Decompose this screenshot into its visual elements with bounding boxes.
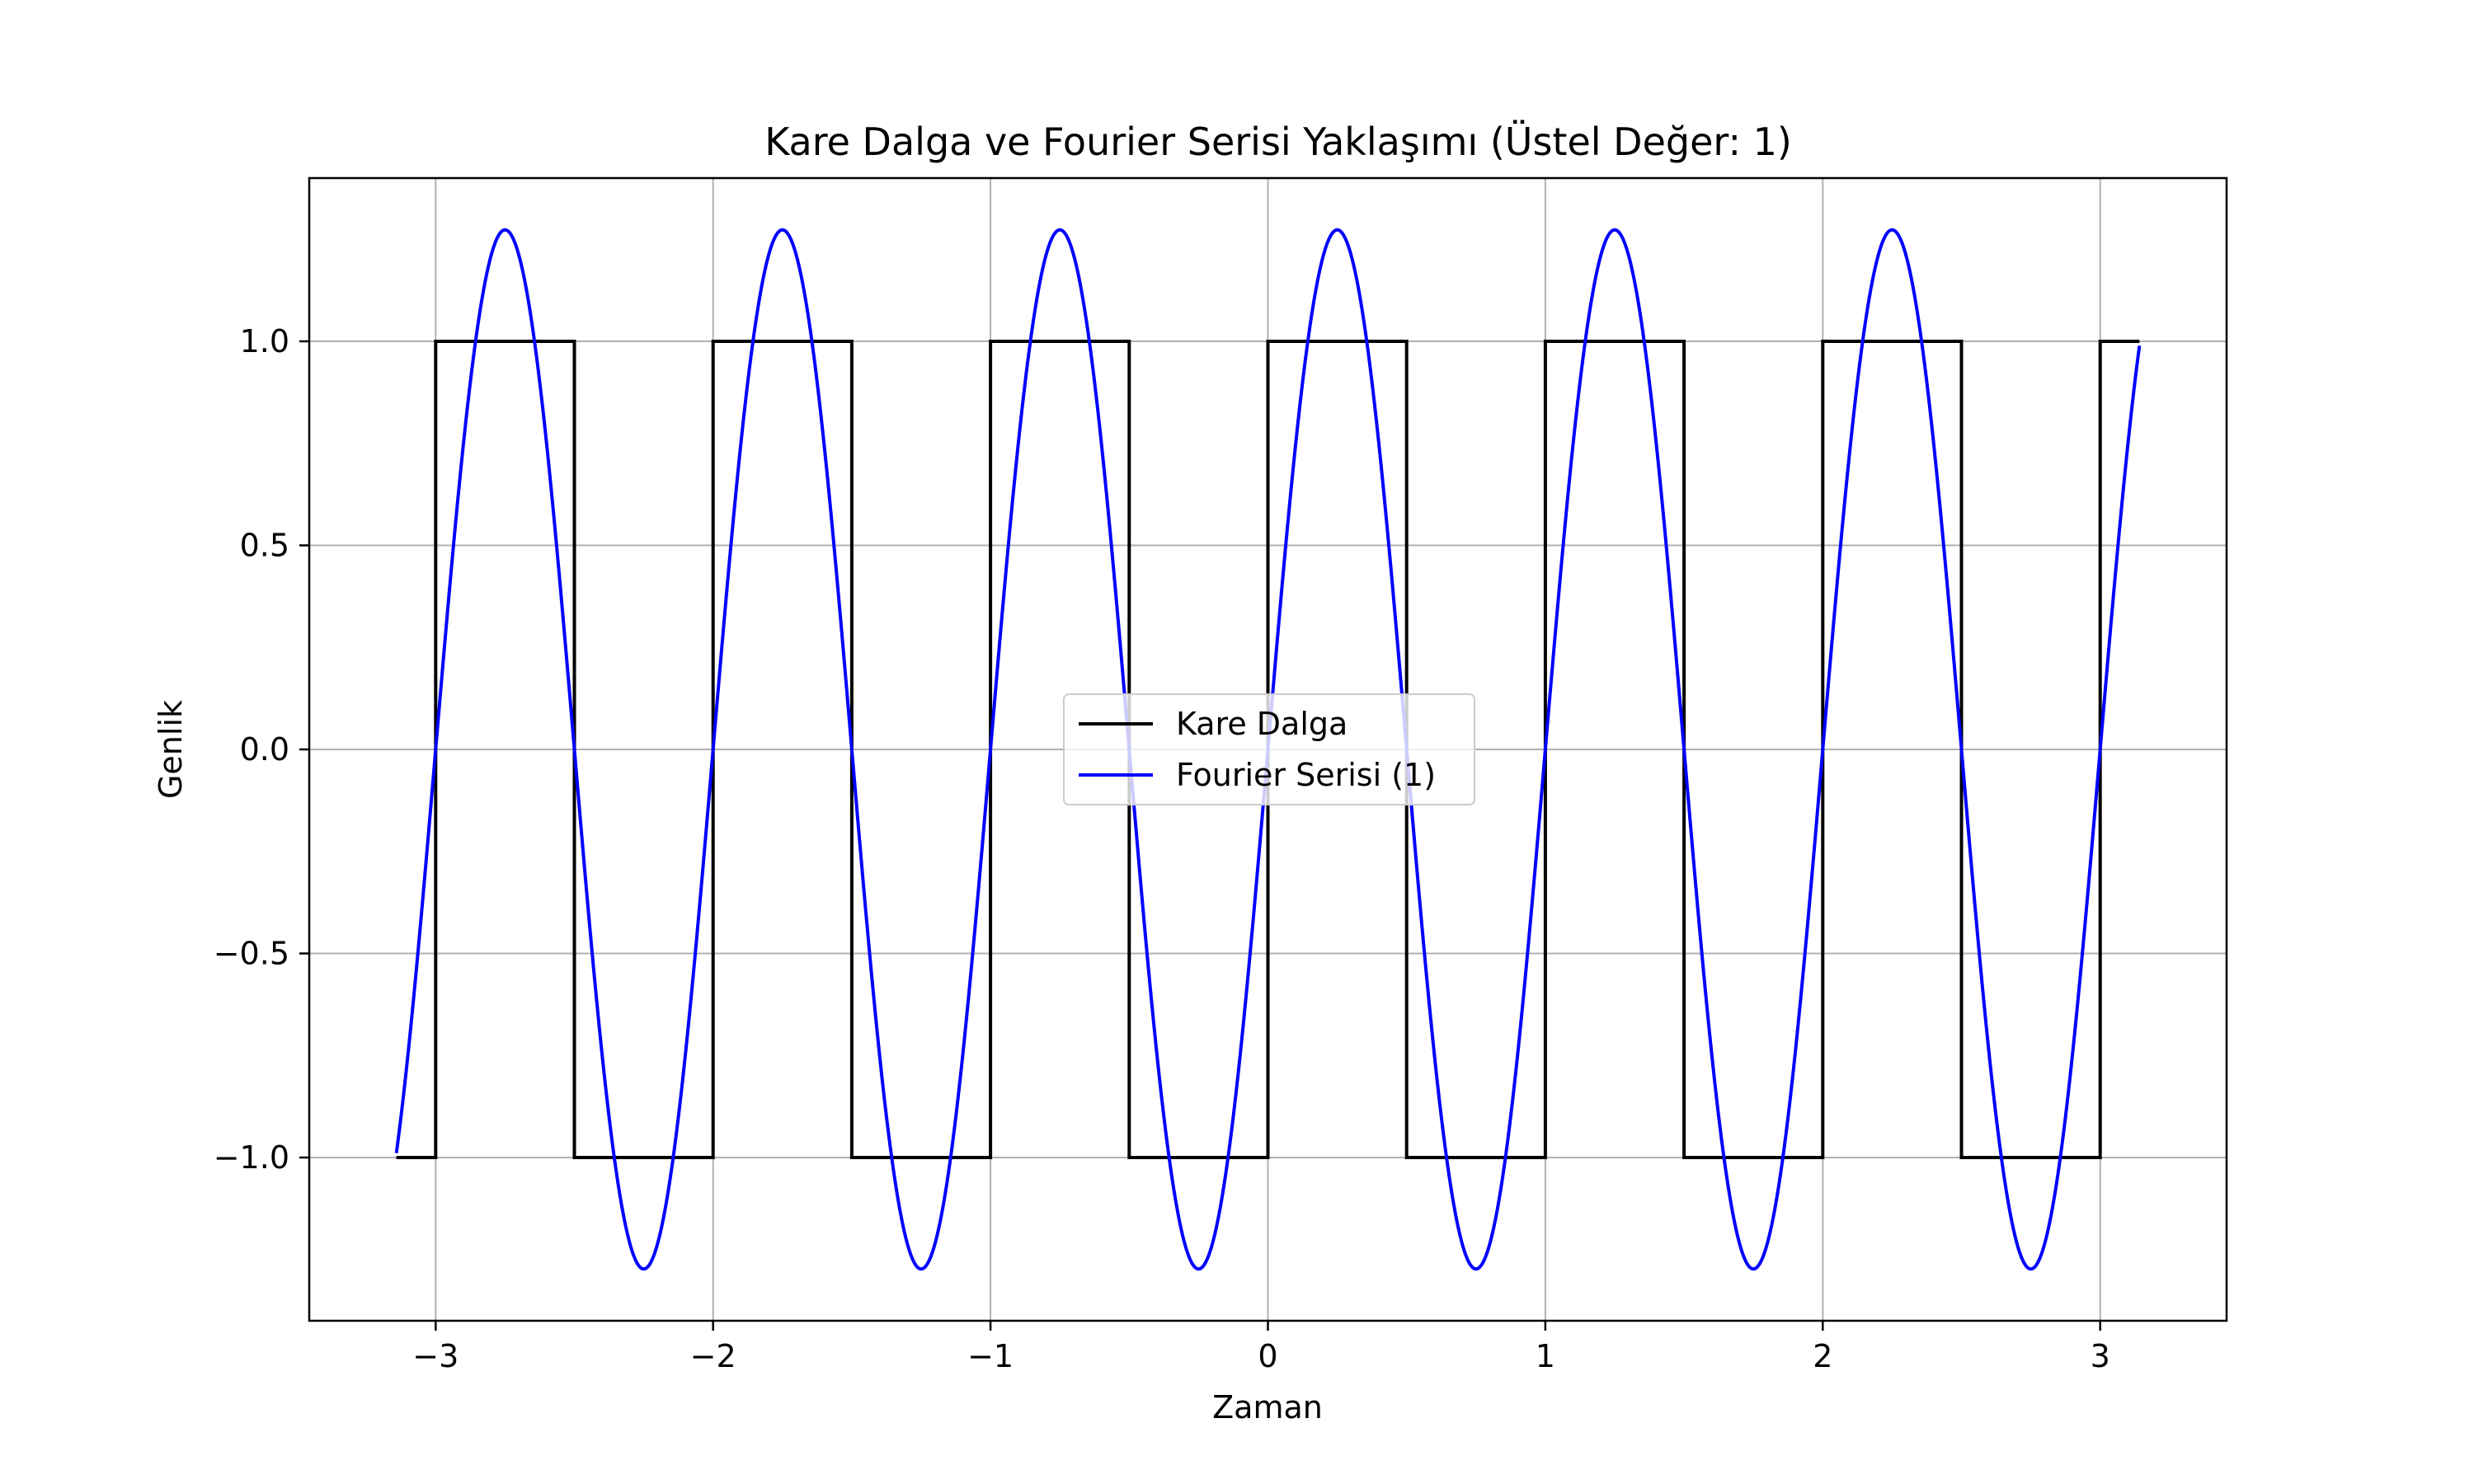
- y-axis-ticks: −1.0 −0.5 0.0 0.5 1.0: [214, 323, 309, 1176]
- legend-box: [1063, 693, 1475, 805]
- y-tick-label: −0.5: [214, 936, 289, 972]
- x-tick-label: 0: [1258, 1338, 1277, 1374]
- x-axis-ticks: −3 −2 −1 0 1 2 3: [412, 1321, 2110, 1374]
- x-axis-label: Zaman: [1212, 1389, 1323, 1425]
- legend-label-fourier-serisi: Fourier Serisi (1): [1176, 757, 1436, 793]
- chart-title: Kare Dalga ve Fourier Serisi Yaklaşımı (…: [764, 120, 1792, 164]
- y-tick-label: 0.0: [240, 731, 289, 768]
- x-tick-label: 3: [2091, 1338, 2110, 1374]
- x-tick-label: −2: [690, 1338, 736, 1374]
- y-tick-label: 0.5: [240, 528, 289, 564]
- y-axis-label: Genlik: [153, 700, 189, 799]
- x-tick-label: 2: [1813, 1338, 1832, 1374]
- y-tick-label: −1.0: [214, 1139, 289, 1176]
- x-tick-label: −3: [412, 1338, 459, 1374]
- legend-label-kare-dalga: Kare Dalga: [1176, 706, 1348, 742]
- x-tick-label: 1: [1536, 1338, 1555, 1374]
- x-tick-label: −1: [967, 1338, 1014, 1374]
- legend: Kare Dalga Fourier Serisi (1): [1063, 693, 1475, 805]
- y-tick-label: 1.0: [240, 323, 289, 359]
